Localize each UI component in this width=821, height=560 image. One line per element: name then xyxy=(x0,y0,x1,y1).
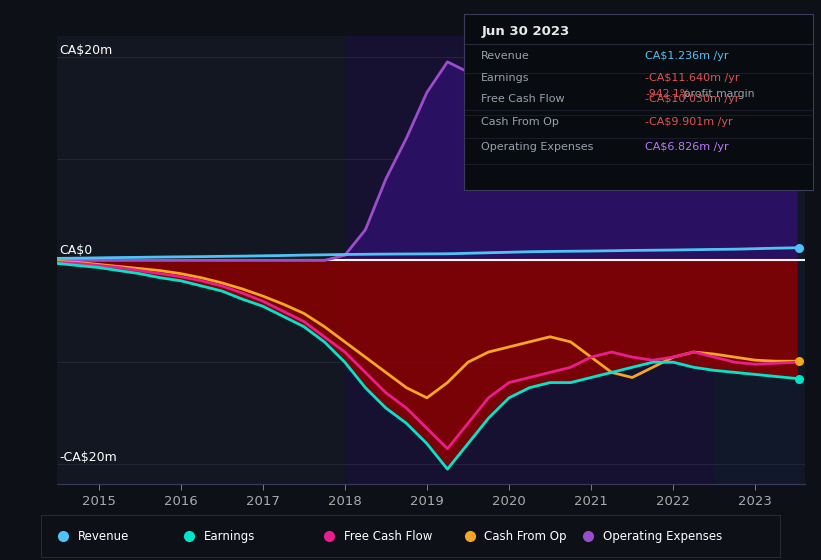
Text: Earnings: Earnings xyxy=(204,530,255,543)
Point xyxy=(792,243,805,252)
Text: CA$20m: CA$20m xyxy=(59,44,112,57)
Text: -CA$20m: -CA$20m xyxy=(59,451,117,464)
Text: profit margin: profit margin xyxy=(680,89,754,99)
Point xyxy=(792,357,805,366)
Text: Free Cash Flow: Free Cash Flow xyxy=(481,94,565,104)
Text: -CA$10.030m /yr: -CA$10.030m /yr xyxy=(645,94,740,104)
Text: Operating Expenses: Operating Expenses xyxy=(603,530,722,543)
Text: Cash From Op: Cash From Op xyxy=(481,116,559,127)
Text: CA$1.236m /yr: CA$1.236m /yr xyxy=(645,51,729,61)
Text: -942.1%: -942.1% xyxy=(645,89,690,99)
Text: Revenue: Revenue xyxy=(78,530,130,543)
Text: -CA$9.901m /yr: -CA$9.901m /yr xyxy=(645,116,733,127)
Text: Cash From Op: Cash From Op xyxy=(484,530,566,543)
Text: Operating Expenses: Operating Expenses xyxy=(481,142,594,152)
Text: Jun 30 2023: Jun 30 2023 xyxy=(481,25,570,38)
Text: CA$6.826m /yr: CA$6.826m /yr xyxy=(645,142,729,152)
Text: Free Cash Flow: Free Cash Flow xyxy=(344,530,433,543)
Text: Revenue: Revenue xyxy=(481,51,530,61)
Point xyxy=(792,180,805,189)
Bar xyxy=(345,36,714,484)
Point xyxy=(792,374,805,383)
Bar xyxy=(714,36,800,484)
Text: CA$0: CA$0 xyxy=(59,244,92,258)
Text: Earnings: Earnings xyxy=(481,73,530,83)
Text: -CA$11.640m /yr: -CA$11.640m /yr xyxy=(645,73,740,83)
